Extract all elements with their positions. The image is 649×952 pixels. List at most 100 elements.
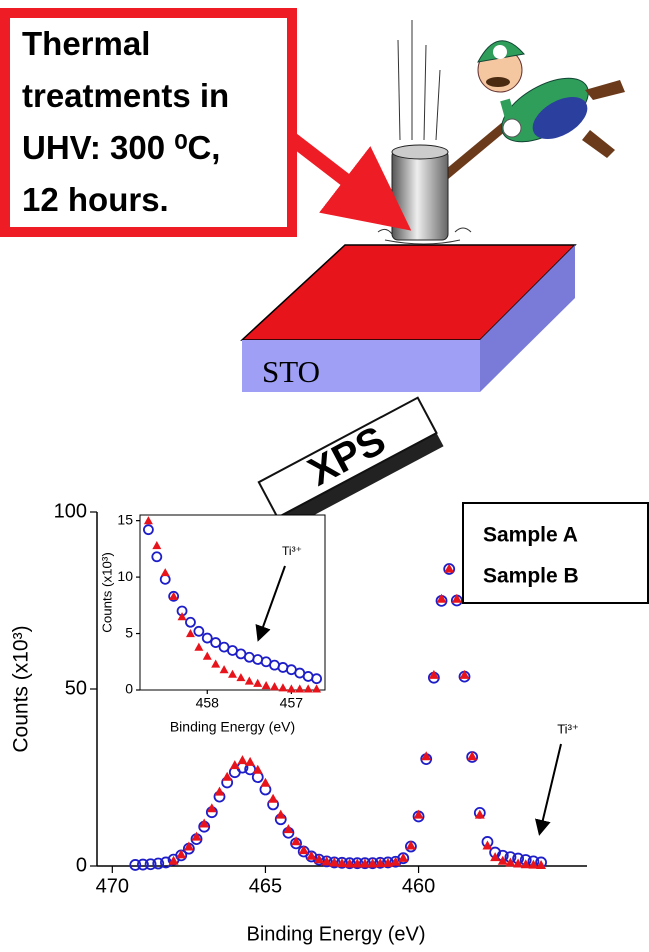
data-point	[459, 669, 470, 679]
data-point	[252, 764, 263, 774]
data-point	[490, 852, 501, 862]
data-point	[152, 857, 165, 870]
data-point	[260, 777, 271, 787]
data-point	[413, 809, 424, 819]
data-point	[168, 855, 179, 865]
data-point	[236, 673, 246, 682]
character	[477, 40, 625, 158]
data-point	[359, 858, 370, 868]
data-point	[421, 751, 432, 761]
data-point	[275, 809, 286, 819]
data-point	[193, 625, 205, 637]
data-point	[214, 786, 225, 796]
data-point	[210, 637, 222, 648]
data-point	[201, 632, 213, 644]
callout-line: treatments in	[22, 77, 230, 114]
x-tick-label: 460	[402, 875, 435, 897]
x-tick-label: 458	[196, 695, 220, 711]
data-point	[261, 680, 271, 690]
data-point	[436, 593, 447, 603]
data-point	[237, 755, 248, 765]
y-tick-label: 100	[54, 500, 87, 522]
data-point	[219, 665, 229, 674]
data-point	[152, 540, 162, 550]
annotation: Ti³⁺	[557, 721, 579, 736]
data-point	[151, 551, 163, 563]
data-point	[382, 857, 393, 867]
data-point	[144, 858, 157, 871]
data-point	[295, 684, 305, 693]
x-tick-label: 470	[96, 875, 129, 897]
data-point	[513, 858, 524, 868]
data-point	[270, 682, 280, 691]
data-point	[536, 859, 547, 869]
slab-side	[480, 245, 575, 392]
data-point	[222, 771, 233, 781]
data-point	[199, 818, 210, 828]
data-point	[245, 756, 256, 766]
inset-frame	[139, 514, 326, 691]
annotation: Ti³⁺	[282, 544, 302, 558]
data-point	[474, 809, 485, 819]
data-point	[202, 651, 212, 660]
data-point	[314, 854, 325, 864]
legend-label: Sample B	[483, 565, 579, 588]
illustration: STO XPS	[240, 20, 625, 522]
hammer-head	[391, 149, 449, 241]
data-point	[143, 516, 153, 525]
data-point	[229, 760, 240, 770]
data-point	[194, 642, 204, 651]
data-point	[283, 824, 294, 834]
y-tick-label: 15	[117, 511, 133, 527]
data-point	[329, 857, 340, 867]
data-point	[367, 858, 378, 868]
y-tick-label: 5	[125, 624, 133, 640]
data-point	[428, 669, 439, 679]
data-point	[228, 669, 237, 678]
data-point	[169, 591, 179, 600]
data-point	[268, 793, 279, 803]
callout-line: 12 hours.	[22, 181, 169, 218]
xps-tile: XPS	[257, 396, 444, 522]
x-tick-label: 465	[249, 875, 282, 897]
data-point	[286, 684, 296, 693]
y-tick-label: 0	[76, 854, 87, 876]
data-point	[520, 859, 531, 869]
data-point	[351, 857, 364, 870]
data-point	[244, 676, 254, 685]
annotation-arrow	[255, 565, 286, 642]
callout-box: Thermal treatments in UHV: 300 ⁰C, 12 ho…	[0, 8, 297, 237]
legend-box	[462, 502, 649, 604]
data-point	[444, 563, 455, 573]
data-point	[183, 841, 194, 851]
slab-front	[242, 340, 480, 392]
data-point	[497, 855, 508, 865]
callout-line: Thermal	[22, 25, 151, 62]
callout-line: UHV: 300 ⁰C,	[22, 129, 221, 166]
y-axis-label: Counts (x10³)	[10, 625, 33, 752]
data-point	[160, 568, 170, 577]
y-tick-label: 0	[125, 681, 133, 697]
inset-chart: 458 457 0 5 10 15 Binding Energy (eV) Counts (x…	[100, 511, 326, 735]
data-point	[306, 850, 317, 860]
data-point	[185, 629, 195, 638]
data-point	[211, 659, 221, 668]
data-point	[467, 751, 478, 761]
data-point	[312, 684, 322, 693]
data-point	[482, 840, 493, 850]
x-axis-label: Binding Energy (eV)	[170, 719, 295, 735]
data-point	[129, 859, 142, 871]
data-point	[344, 858, 355, 868]
data-point	[191, 831, 202, 841]
x-axis-label: Binding Energy (eV)	[247, 923, 426, 945]
y-tick-label: 10	[117, 568, 133, 584]
annotation-arrow	[535, 743, 562, 836]
data-point	[321, 856, 332, 866]
data-point	[390, 856, 401, 866]
data-point	[291, 836, 302, 846]
data-point	[303, 684, 313, 693]
data-point	[278, 683, 288, 692]
data-point	[359, 857, 371, 870]
